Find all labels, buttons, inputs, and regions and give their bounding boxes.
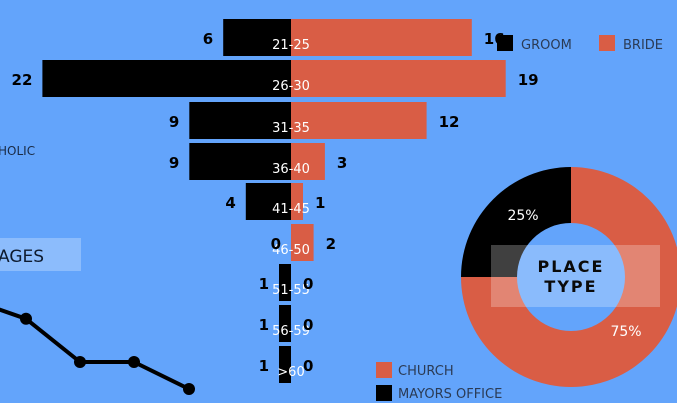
groom-value-label: 4 — [225, 194, 235, 212]
bride-bar — [291, 183, 303, 220]
ages-fragment-label: AGES — [0, 247, 44, 267]
age-category-label: 21-25 — [272, 38, 310, 53]
groom-value-label: 1 — [259, 316, 269, 334]
age-category-label: 36-40 — [272, 162, 310, 177]
bride-bar — [291, 143, 325, 180]
line-chart — [0, 307, 195, 395]
bride-bar — [291, 102, 427, 139]
groom-value-label: 1 — [259, 357, 269, 375]
ages-box — [0, 238, 81, 271]
donut-title-word: PLACE — [538, 257, 605, 276]
groom-value-label: 9 — [169, 154, 179, 172]
groom-bar — [279, 346, 291, 383]
bride-value-label: 1 — [315, 194, 325, 212]
groom-bar — [279, 264, 291, 301]
groom-value-label: 22 — [12, 71, 33, 89]
groom-value-label: 0 — [271, 235, 281, 253]
groom-value-label: 1 — [259, 275, 269, 293]
donut-legend-swatch — [376, 362, 392, 378]
legend-swatch-bride — [599, 35, 615, 51]
legend-label-bride: BRIDE — [623, 38, 663, 53]
donut-title-box — [491, 245, 660, 307]
donut-legend-label: MAYORS OFFICE — [398, 387, 502, 402]
bride-value-label: 12 — [439, 113, 460, 131]
groom-bar — [42, 60, 292, 97]
age-category-label: 56-59 — [272, 324, 310, 339]
groom-bar — [189, 143, 291, 180]
donut-slice — [461, 167, 571, 277]
bride-value-label: 0 — [303, 275, 313, 293]
groom-bar — [245, 183, 291, 220]
age-category-label: >60 — [277, 365, 304, 380]
bride-value-label: 19 — [518, 71, 539, 89]
bride-value-label: 2 — [326, 235, 336, 253]
age-category-label: 31-35 — [272, 121, 310, 136]
groom-value-label: 6 — [203, 30, 213, 48]
bar-legend: GROOM BRIDE — [497, 35, 663, 53]
bride-bar — [291, 19, 472, 56]
legend-swatch-groom — [497, 35, 513, 51]
bride-bar — [291, 60, 506, 97]
bride-bar — [291, 224, 314, 261]
groom-bar — [279, 305, 291, 342]
line-point — [74, 356, 86, 368]
line-point — [128, 356, 140, 368]
age-category-label: 51-55 — [272, 283, 310, 298]
bride-value-label: 0 — [303, 357, 313, 375]
donut-percent-label: 25% — [507, 208, 538, 224]
bride-value-label: 3 — [337, 154, 347, 172]
legend-label-groom: GROOM — [521, 38, 572, 53]
age-category-label: 41-45 — [272, 202, 310, 217]
bride-value-label: 0 — [303, 316, 313, 334]
donut-percent-label: 75% — [610, 324, 641, 340]
groom-value-label: 9 — [169, 113, 179, 131]
line-point — [20, 312, 32, 325]
age-category-label: 26-30 — [272, 79, 310, 94]
donut-legend-label: CHURCH — [398, 364, 454, 379]
donut-title-word: TYPE — [544, 277, 597, 296]
age-category-label: 46-50 — [272, 243, 310, 258]
religion-fragment-label: HOLIC — [0, 144, 35, 158]
donut-slice — [461, 167, 677, 387]
donut-legend-swatch — [376, 385, 392, 401]
groom-bar — [223, 19, 291, 56]
groom-bar — [189, 102, 291, 139]
line-point — [183, 383, 195, 395]
